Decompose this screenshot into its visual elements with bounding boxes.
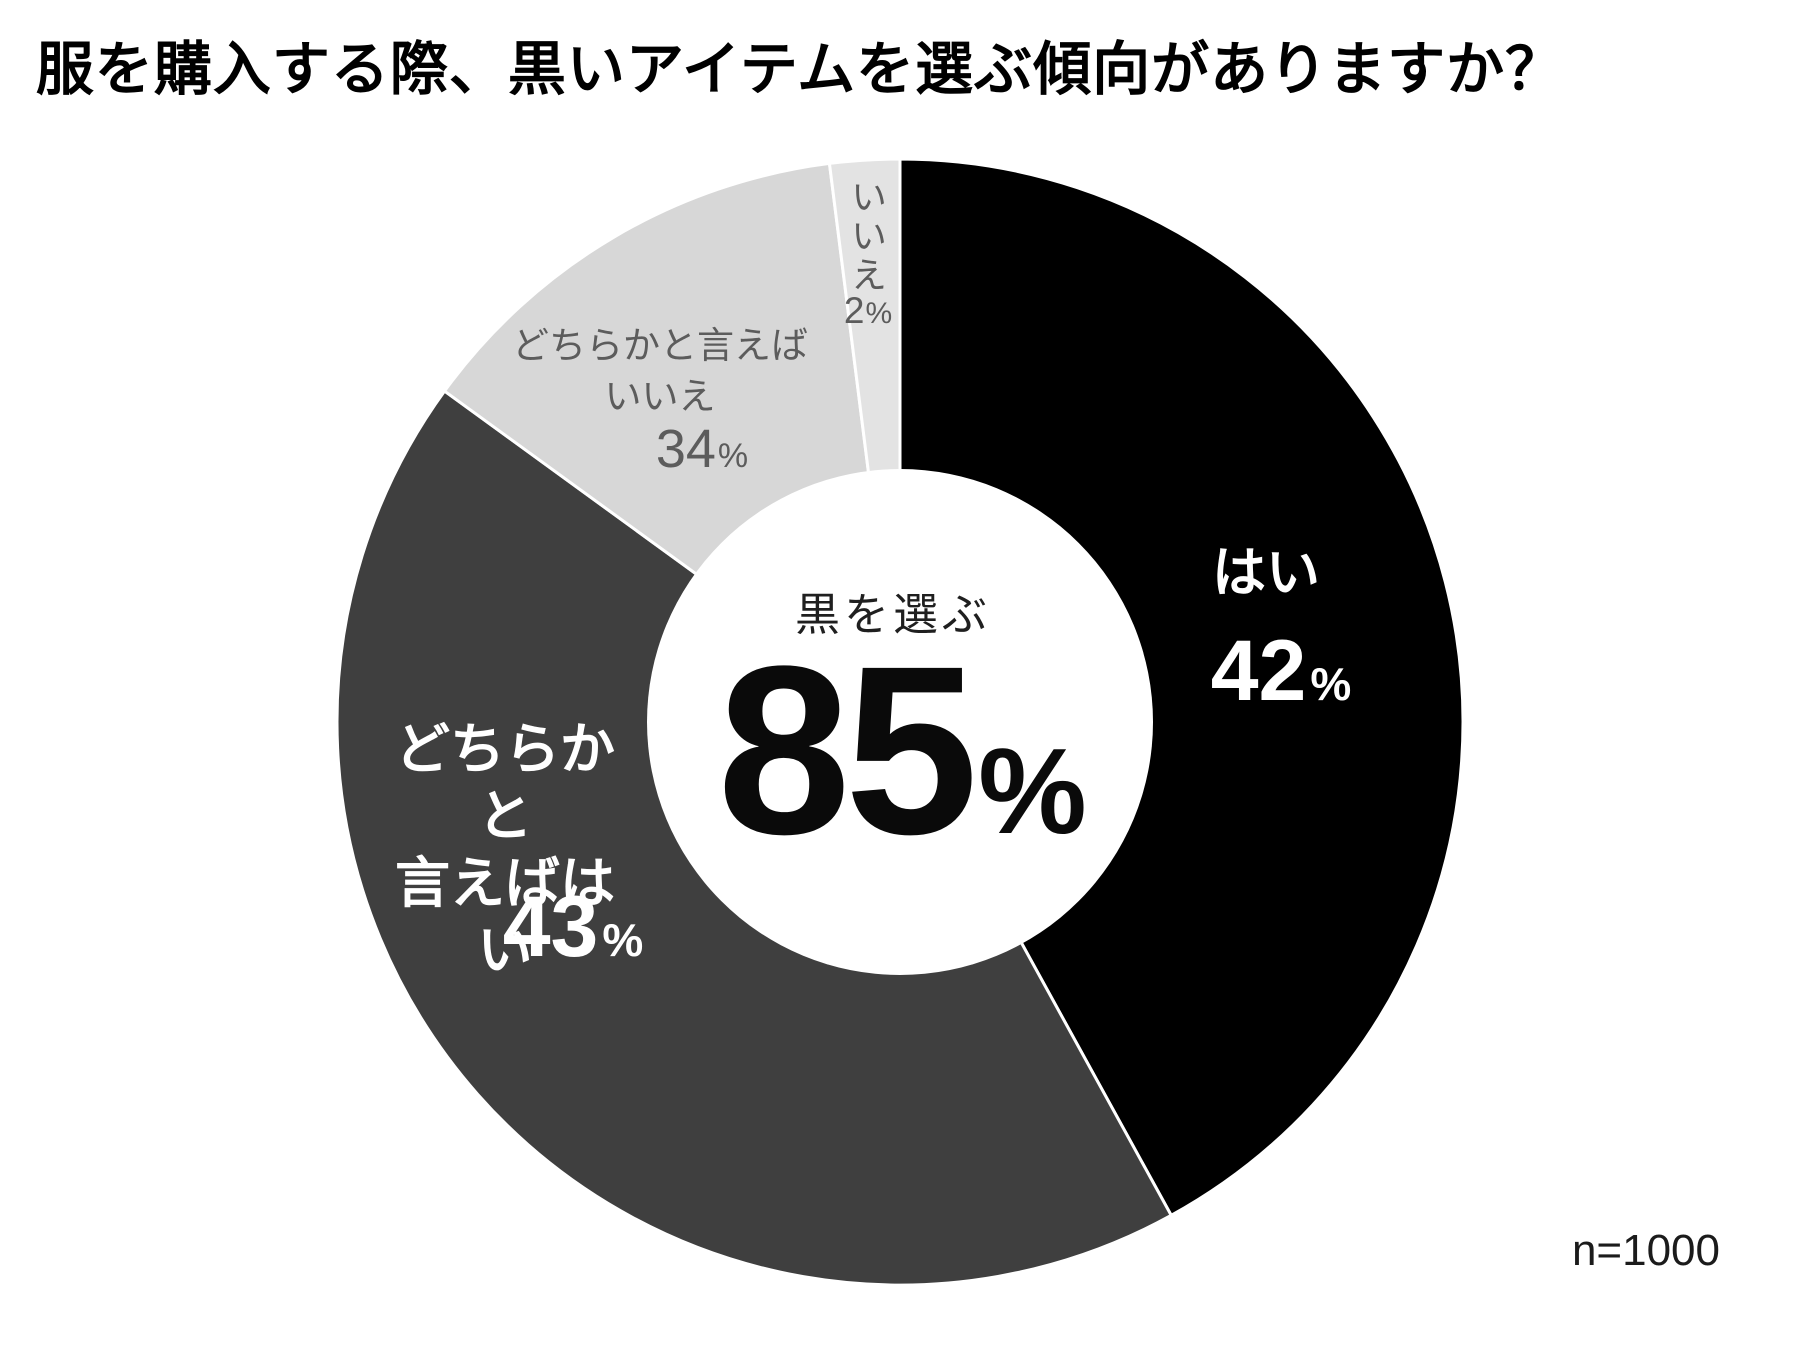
pie-slice-1 (898, 157, 1465, 1217)
donut-hole (647, 469, 1153, 975)
